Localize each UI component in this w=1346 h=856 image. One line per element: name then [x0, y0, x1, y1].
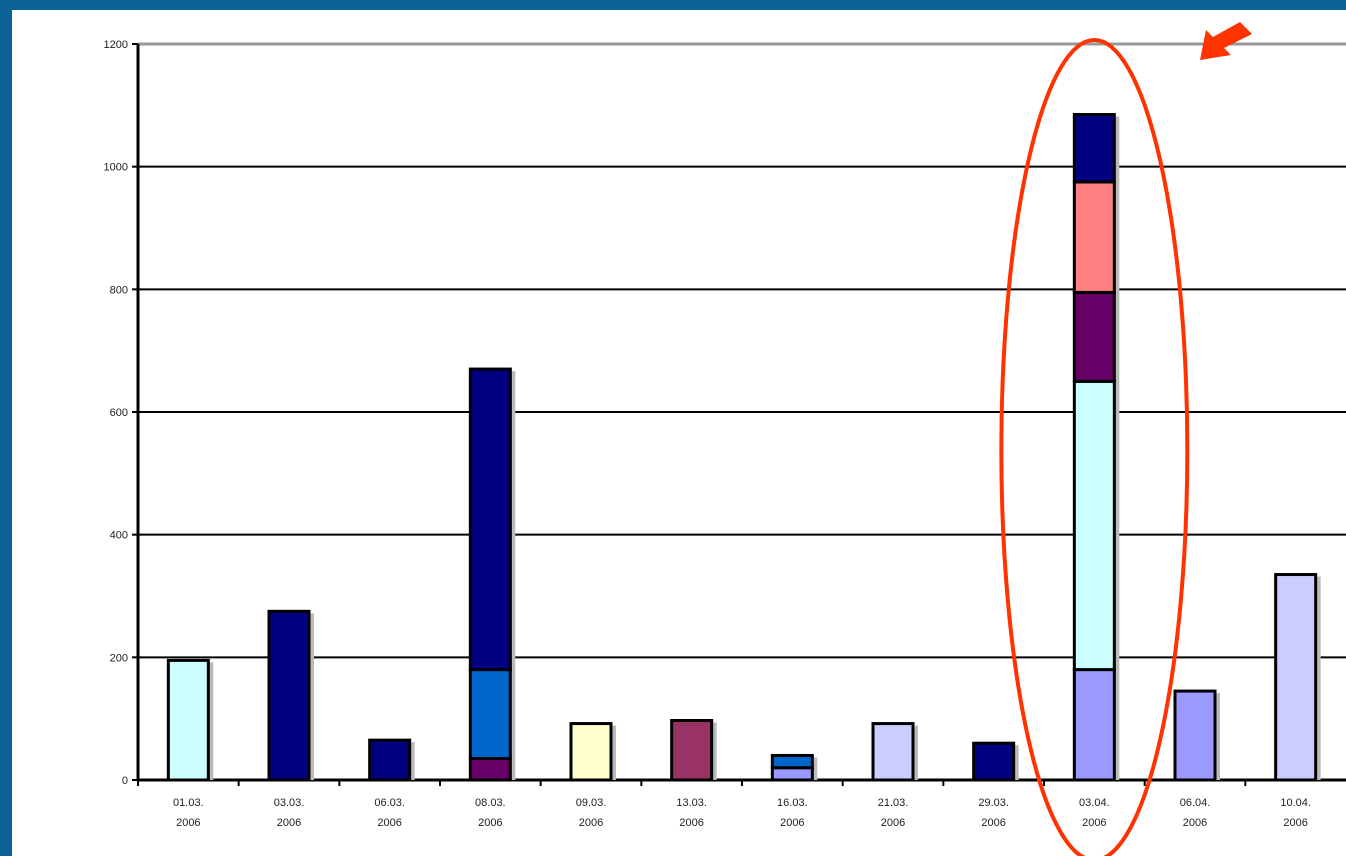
bar-segment	[368, 738, 412, 782]
annotations	[999, 22, 1252, 856]
axes	[132, 42, 1346, 786]
x-tick-label: 01.03. 2006	[173, 797, 204, 829]
bar-segment	[1072, 379, 1116, 672]
x-tick-label: 10.04. 2006	[1280, 797, 1311, 829]
x-tick-label: 03.03. 2006	[274, 797, 305, 829]
x-tick-label: 29.03. 2006	[978, 797, 1009, 829]
bar-segment	[267, 609, 311, 782]
bar-segment	[569, 722, 613, 782]
bar-segment	[972, 741, 1016, 782]
y-tick-label: 800	[110, 284, 128, 296]
bar-segment	[770, 753, 814, 770]
bar-segment	[468, 367, 512, 672]
x-tick-label: 13.03. 2006	[676, 797, 707, 829]
bar-segment	[166, 658, 210, 782]
bar-segment	[670, 719, 714, 782]
y-tick-label: 0	[122, 775, 128, 787]
x-tick-label: 06.03. 2006	[374, 797, 405, 829]
bar-segment	[871, 722, 915, 782]
bar-segment	[1072, 290, 1116, 383]
x-tick-label: 08.03. 2006	[475, 797, 506, 829]
y-tick-label: 600	[110, 407, 128, 419]
bar-segment	[468, 668, 512, 761]
y-tick-label: 1200	[104, 39, 128, 51]
chart-frame: 0 200 400 600 800 1000 1200 01.03. 2006 03.03. 200…	[12, 10, 1346, 856]
bar-segment	[1072, 180, 1116, 294]
highlight-ellipse	[999, 38, 1190, 856]
stacked-bar-chart: 0 200 400 600 800 1000 1200 01.03. 2006 03.03. 200…	[104, 22, 1346, 856]
bar-segment	[1072, 668, 1116, 782]
x-tick-label: 16.03. 2006	[777, 797, 808, 829]
bar-segment	[770, 766, 814, 782]
bar-segment	[468, 757, 512, 782]
bar-segment	[1173, 689, 1217, 782]
bar-segment	[1072, 113, 1116, 184]
y-tick-label: 200	[110, 652, 128, 664]
x-tick-label: 21.03. 2006	[878, 797, 909, 829]
bar-segment	[1274, 573, 1318, 782]
x-tick-label: 09.03. 2006	[576, 797, 607, 829]
x-tick-label: 03.04. 2006	[1079, 797, 1110, 829]
x-tick-label: 06.04. 2006	[1180, 797, 1211, 829]
arrow-icon	[1200, 22, 1252, 60]
y-tick-label: 400	[110, 530, 128, 542]
axis-labels: 0 200 400 600 800 1000 1200 01.03. 2006 03.03. 200…	[104, 39, 1311, 829]
y-tick-label: 1000	[104, 162, 128, 174]
bars	[166, 113, 1321, 782]
gridlines	[138, 165, 1346, 659]
